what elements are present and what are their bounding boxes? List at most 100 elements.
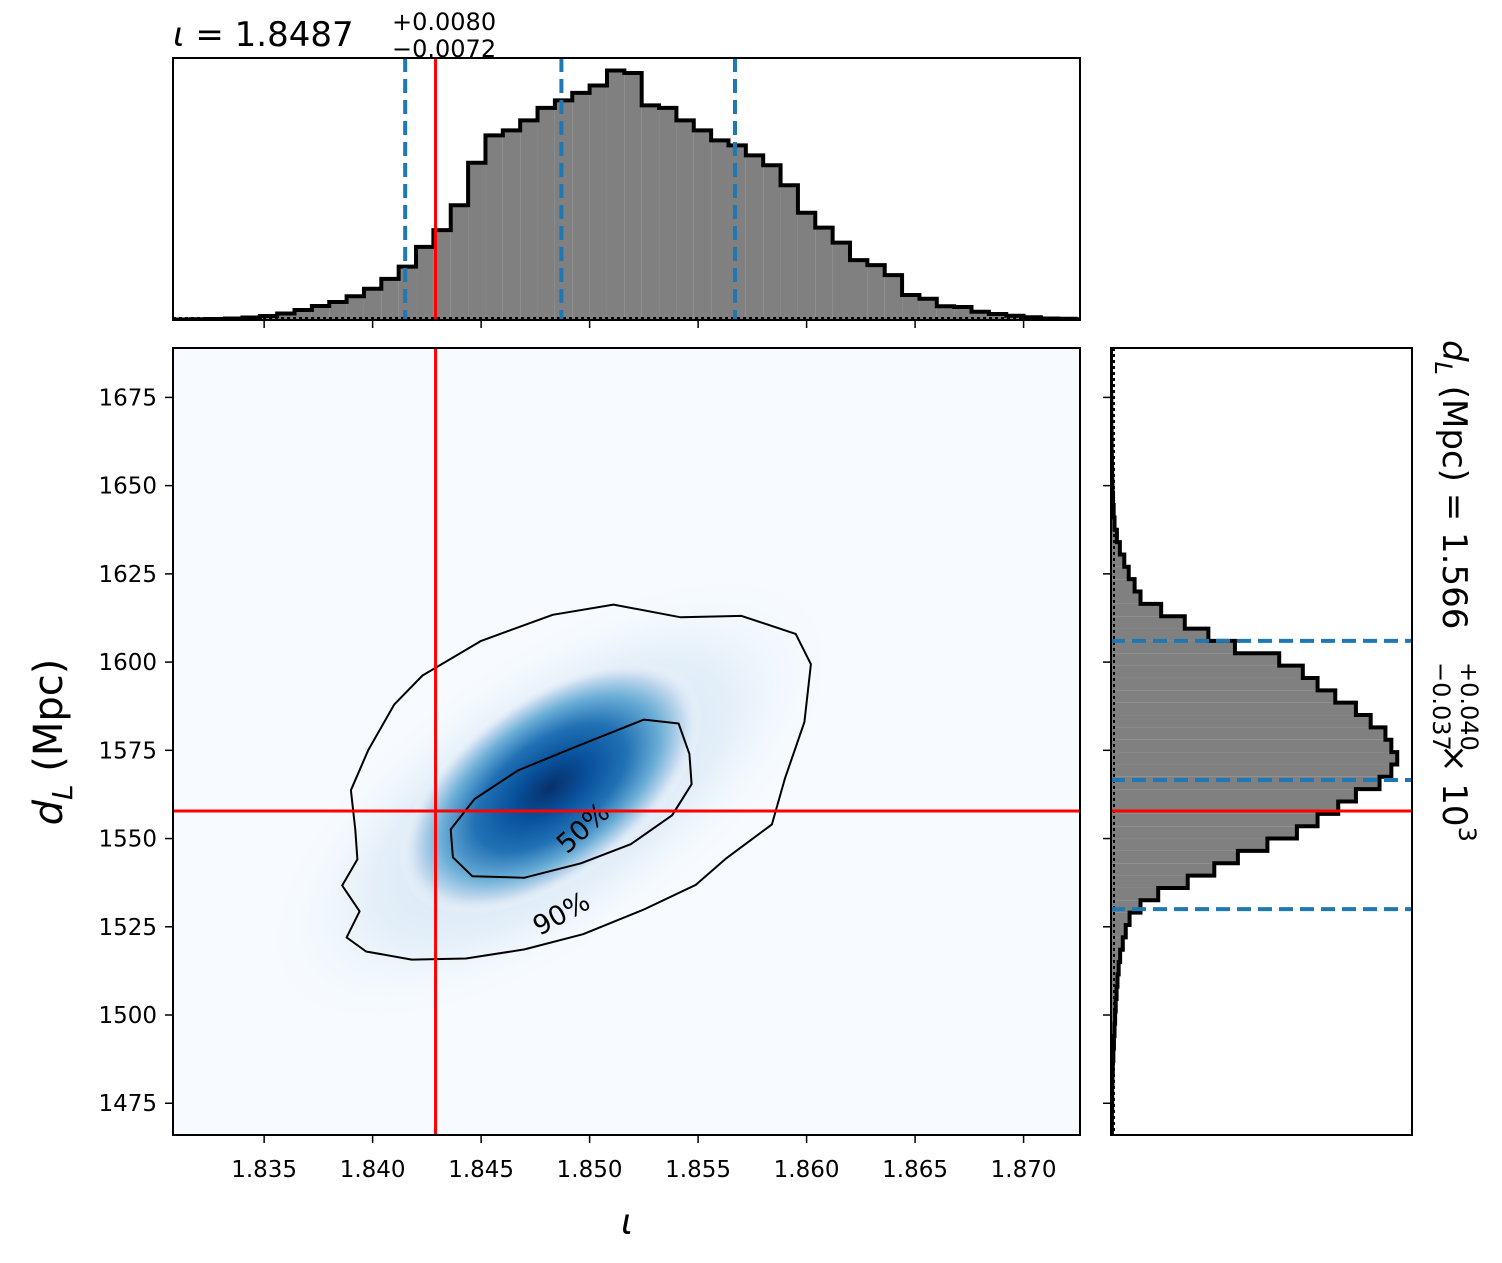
right-hist-bar	[1111, 739, 1392, 753]
top-hist-bar	[502, 130, 521, 320]
right-hist-bar	[1111, 826, 1297, 839]
right-hist-bar	[1111, 949, 1121, 963]
top-hist-bar	[711, 140, 729, 320]
dl-title-plus: +0.040	[1455, 662, 1483, 751]
top-hist-bar	[485, 135, 503, 320]
top-hist-bar	[624, 72, 642, 320]
right-marginal-panel: dL (Mpc) = 1.566 +0.040 −0.037 × 103	[1103, 340, 1483, 1136]
top-hist-bar	[659, 107, 677, 320]
right-panel-frame	[1110, 347, 1413, 1136]
top-hist-bar	[589, 85, 607, 320]
right-histogram	[1111, 348, 1400, 1135]
iota-title-plus: +0.0080	[392, 8, 496, 36]
right-hist-bar	[1111, 789, 1356, 802]
top-hist-bar	[676, 120, 694, 320]
x-tick-label: 1.870	[991, 1157, 1057, 1183]
top-hist-bar	[311, 306, 330, 320]
top-hist-bar	[346, 296, 364, 320]
y-tick-label: 1650	[98, 474, 157, 500]
y-tick-label: 1525	[98, 915, 157, 941]
right-hist-bar	[1111, 727, 1386, 740]
right-hist-bar	[1111, 628, 1209, 641]
x-tick-label: 1.850	[557, 1157, 623, 1183]
top-hist-bar	[294, 310, 312, 320]
top-hist-bar	[797, 212, 816, 320]
right-hist-bar	[1111, 887, 1159, 901]
top-hist-bar	[398, 266, 417, 320]
top-hist-bar	[763, 165, 781, 320]
right-hist-bar	[1111, 838, 1268, 851]
top-hist-bar	[329, 302, 347, 320]
right-hist-bar	[1111, 813, 1318, 827]
top-hist-bar	[606, 70, 625, 320]
iota-title-value: 1.8487	[235, 15, 354, 55]
right-hist-bar	[1111, 566, 1129, 580]
y-tick-label: 1475	[98, 1091, 157, 1117]
top-hist-bar	[381, 278, 399, 320]
top-hist-bar	[780, 185, 798, 320]
top-marginal-title: ι = 1.8487	[173, 15, 354, 55]
top-histogram	[173, 68, 1080, 320]
top-hist-bar	[520, 120, 538, 320]
top-hist-bar	[745, 155, 764, 320]
iota-title-symbol: ι	[173, 15, 185, 55]
top-hist-bar	[832, 242, 850, 320]
contour-50pct	[449, 718, 693, 879]
right-hist-bar	[1111, 925, 1126, 938]
right-hist-bar	[1111, 603, 1162, 617]
y-tick-label: 1500	[98, 1003, 157, 1029]
right-hist-bar	[1111, 677, 1318, 691]
top-hist-bar	[693, 130, 712, 320]
right-hist-bar	[1111, 912, 1130, 926]
density-core	[399, 660, 703, 915]
top-hist-bar	[572, 92, 590, 320]
right-hist-bar	[1111, 554, 1125, 567]
right-hist-bar	[1111, 616, 1185, 629]
right-hist-bar	[1111, 715, 1371, 728]
top-hist-bar	[884, 275, 903, 320]
top-marker-lines	[403, 58, 737, 320]
joint-y-ticks: 1475 1500 1525 1550 1575 1600 1625 1650 1675	[98, 385, 173, 1117]
y-tick-label: 1575	[98, 738, 157, 764]
right-hist-bar	[1111, 640, 1235, 654]
right-hist-bar	[1111, 542, 1120, 555]
dl-title-minus: −0.037	[1427, 662, 1455, 751]
top-hist-bar	[468, 162, 486, 320]
top-hist-bar	[936, 306, 955, 320]
top-hist-bar	[416, 246, 434, 320]
top-hist-bar	[277, 313, 295, 320]
top-panel-frame	[172, 57, 1081, 321]
right-hist-bar	[1111, 591, 1141, 604]
top-hist-bar	[867, 265, 885, 320]
svg-text:× 103: × 103	[1434, 744, 1481, 842]
contour-90pct	[341, 603, 812, 961]
right-hist-bar	[1111, 752, 1398, 765]
top-hist-bar	[902, 295, 920, 320]
top-hist-bar	[728, 145, 746, 320]
right-y-ticks	[1103, 396, 1111, 1104]
right-hist-bar	[1111, 875, 1188, 888]
right-hist-bar	[1111, 579, 1135, 592]
top-hist-bar	[641, 105, 660, 320]
top-hist-bar	[363, 288, 382, 320]
top-hist-bar	[450, 205, 469, 320]
x-tick-label: 1.845	[448, 1157, 514, 1183]
joint-panel: 90%50% 1.835 1.840 1.845 1.850 1.855 1.860 1.8…	[26, 347, 1081, 1243]
top-hist-bar	[849, 260, 868, 320]
density-heatmap	[259, 569, 843, 1031]
right-marginal-title: dL (Mpc) = 1.566 +0.040 −0.037 × 103	[1427, 340, 1483, 842]
x-tick-label: 1.865	[882, 1157, 948, 1183]
y-tick-label: 1550	[98, 827, 157, 853]
right-hist-bar	[1111, 850, 1238, 864]
injection-crosshair	[173, 348, 1080, 1135]
right-marker-lines	[1111, 638, 1412, 912]
top-marginal-panel: ι = 1.8487 +0.0080 −0.0072	[172, 8, 1081, 328]
right-hist-bar	[1111, 999, 1116, 1012]
x-tick-label: 1.855	[665, 1157, 731, 1183]
right-hist-bar	[1111, 702, 1356, 716]
joint-x-ticks: 1.835 1.840 1.845 1.850 1.855 1.860 1.865 1.870	[231, 1135, 1057, 1183]
top-hist-bar	[433, 230, 451, 320]
y-axis-label: dL (Mpc)	[26, 659, 79, 826]
top-hist-bar	[954, 307, 972, 320]
